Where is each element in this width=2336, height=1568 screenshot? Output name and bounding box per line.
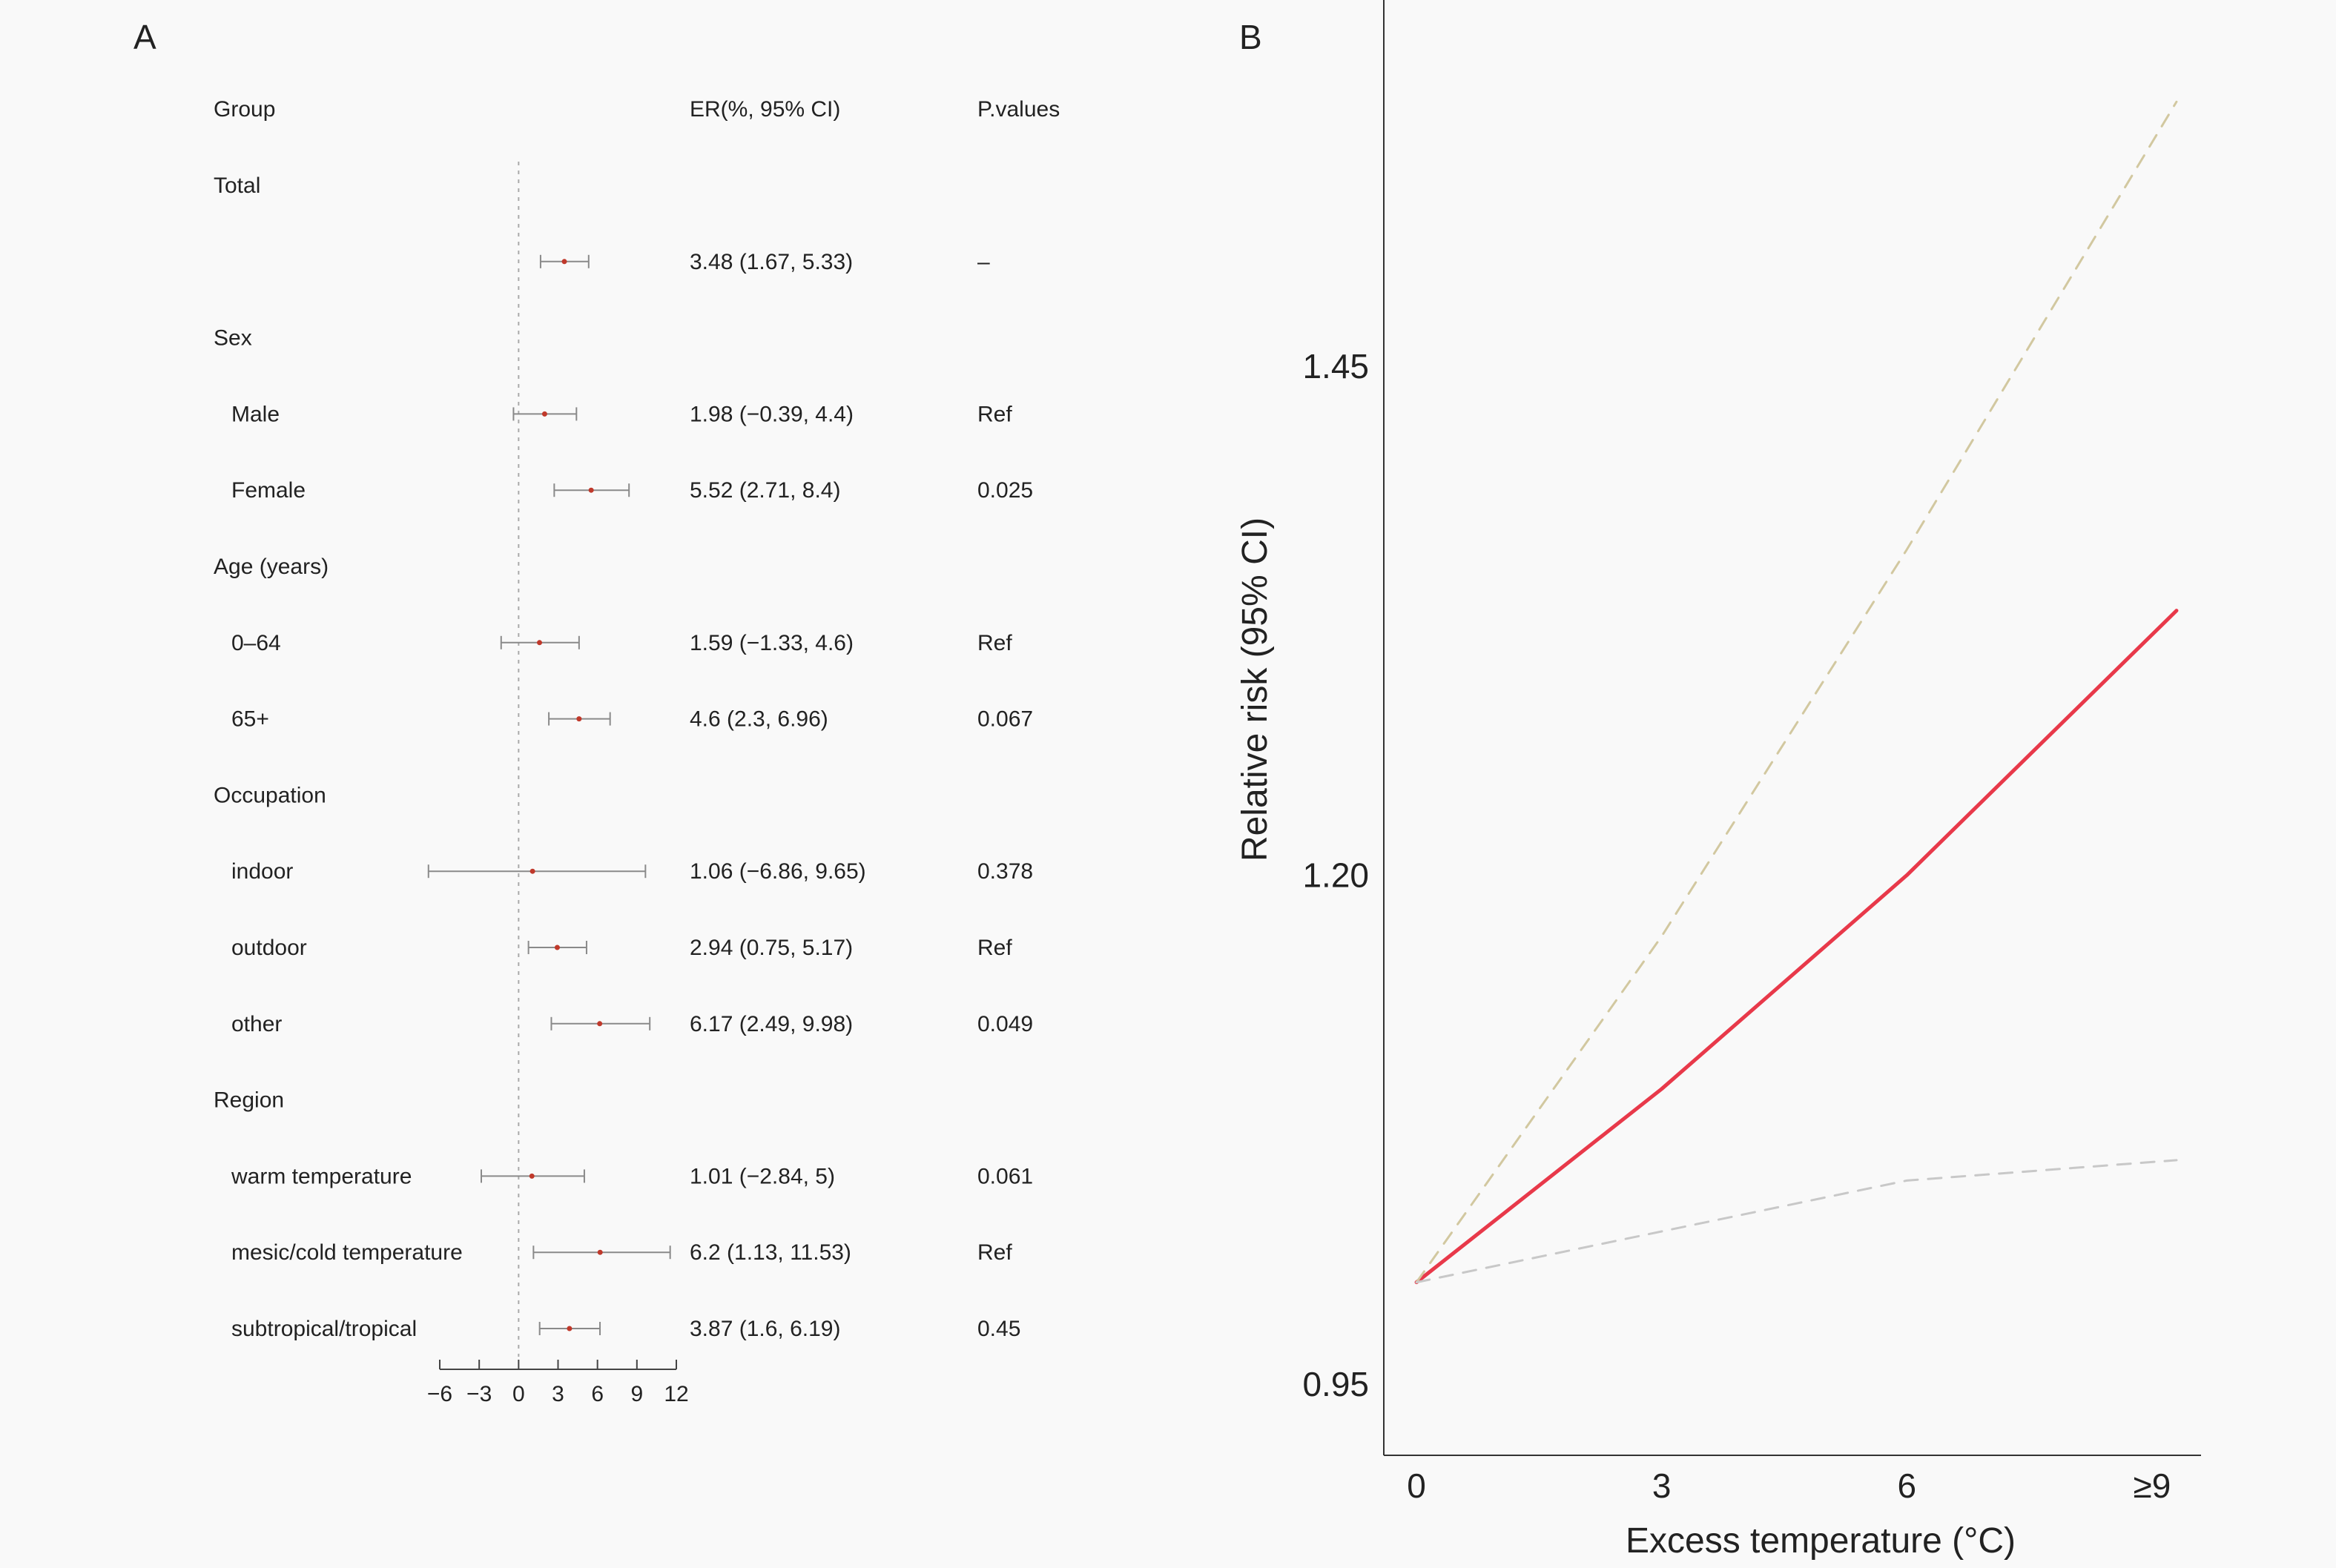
forest-point-estimate <box>597 1249 603 1255</box>
forest-point-estimate <box>537 640 543 646</box>
forest-axis-tick-label: −3 <box>466 1382 492 1406</box>
line-chart: 0.95 1.20 1.45 0 3 6 ≥9 Excess temperature (°… <box>1235 0 2201 1561</box>
forest-er-value: 4.6 (2.3, 6.96) <box>690 707 828 732</box>
forest-p-value: Ref <box>977 631 1012 655</box>
forest-p-value: – <box>977 250 990 274</box>
forest-row-label: Male <box>231 402 280 426</box>
forest-row-label: subtropical/tropical <box>231 1317 417 1341</box>
forest-axis-tick-label: 3 <box>552 1382 564 1406</box>
line-y-tick-label: 0.95 <box>1302 1365 1369 1403</box>
forest-point-estimate <box>567 1326 573 1332</box>
forest-p-value: 0.45 <box>977 1317 1020 1341</box>
forest-row-label: 65+ <box>231 707 269 732</box>
line-series-group <box>1414 100 2179 1285</box>
forest-header-p: P.values <box>977 97 1060 122</box>
forest-header-group: Group <box>214 97 275 122</box>
forest-header-er: ER(%, 95% CI) <box>690 97 840 122</box>
line-series-upper-ci <box>1415 100 2178 1284</box>
line-x-axis-title: Excess temperature (°C) <box>1626 1521 2016 1561</box>
forest-point-estimate <box>541 411 547 417</box>
forest-group-header: Total <box>214 173 260 198</box>
forest-p-value: 0.378 <box>977 859 1033 884</box>
forest-p-value: Ref <box>977 936 1012 960</box>
line-y-axis-title: Relative risk (95% CI) <box>1235 517 1275 861</box>
forest-point-estimate <box>554 945 560 950</box>
forest-axis-tick-label: 6 <box>591 1382 604 1406</box>
line-y-tick-label: 1.20 <box>1302 856 1369 895</box>
forest-er-value: 1.59 (−1.33, 4.6) <box>690 631 854 655</box>
forest-point-estimate <box>561 259 567 265</box>
forest-group-header: Sex <box>214 326 252 351</box>
forest-er-value: 1.98 (−0.39, 4.4) <box>690 402 854 426</box>
line-series-lower-ci <box>1415 1159 2178 1284</box>
forest-er-value: 1.01 (−2.84, 5) <box>690 1164 835 1188</box>
forest-group-header: Occupation <box>214 783 326 807</box>
forest-row-label: Female <box>231 478 306 503</box>
line-x-tick-label: 0 <box>1407 1466 1426 1505</box>
forest-row-label: mesic/cold temperature <box>231 1240 463 1265</box>
forest-row-label: warm temperature <box>231 1164 412 1188</box>
forest-row-label: outdoor <box>231 936 307 960</box>
forest-axis-tick-label: 0 <box>512 1382 525 1406</box>
forest-p-value: 0.049 <box>977 1012 1033 1036</box>
panel-b-label: B <box>1239 18 1262 56</box>
forest-er-value: 6.2 (1.13, 11.53) <box>690 1240 851 1265</box>
line-x-ticks: 0 3 6 ≥9 <box>1407 1466 2171 1505</box>
panel-a-label: A <box>133 18 156 56</box>
forest-er-value: 2.94 (0.75, 5.17) <box>690 936 853 960</box>
forest-row-label: 0–64 <box>231 631 281 655</box>
line-y-tick-label: 1.45 <box>1302 347 1369 386</box>
forest-group-header: Region <box>214 1088 284 1113</box>
forest-group-header: Age (years) <box>214 555 329 579</box>
forest-point-estimate <box>588 487 594 493</box>
forest-er-value: 1.06 (−6.86, 9.65) <box>690 859 866 884</box>
line-y-ticks: 0.95 1.20 1.45 <box>1302 347 1369 1403</box>
line-x-tick-label: 6 <box>1897 1466 1916 1505</box>
forest-row-label: indoor <box>231 859 293 884</box>
forest-row-label: other <box>231 1012 282 1036</box>
forest-point-estimate <box>529 1173 535 1179</box>
line-series-estimate <box>1414 609 2179 1285</box>
line-x-tick-label: ≥9 <box>2133 1466 2171 1505</box>
forest-er-value: 5.52 (2.71, 8.4) <box>690 478 840 503</box>
forest-plot: Group ER(%, 95% CI) P.values Total 3.48 (… <box>214 97 1060 1406</box>
forest-p-value: 0.061 <box>977 1164 1033 1188</box>
forest-p-value: Ref <box>977 402 1012 426</box>
forest-er-value: 6.17 (2.49, 9.98) <box>690 1012 853 1036</box>
forest-axis-tick-label: −6 <box>427 1382 452 1406</box>
forest-x-axis: −6 −3 0 3 6 9 12 <box>427 1360 689 1406</box>
forest-er-value: 3.48 (1.67, 5.33) <box>690 250 853 274</box>
forest-er-value: 3.87 (1.6, 6.19) <box>690 1317 840 1341</box>
forest-p-value: 0.025 <box>977 478 1033 503</box>
forest-rows: Total 3.48 (1.67, 5.33) – Sex Male 1.98 (−0.3… <box>214 173 1033 1341</box>
line-x-tick-label: 3 <box>1652 1466 1672 1505</box>
forest-axis-tick-label: 9 <box>630 1382 643 1406</box>
forest-axis-tick-label: 12 <box>664 1382 688 1406</box>
forest-point-estimate <box>576 716 582 722</box>
forest-point-estimate <box>529 868 535 874</box>
forest-p-value: 0.067 <box>977 707 1033 732</box>
forest-point-estimate <box>597 1021 603 1027</box>
forest-p-value: Ref <box>977 1240 1012 1265</box>
